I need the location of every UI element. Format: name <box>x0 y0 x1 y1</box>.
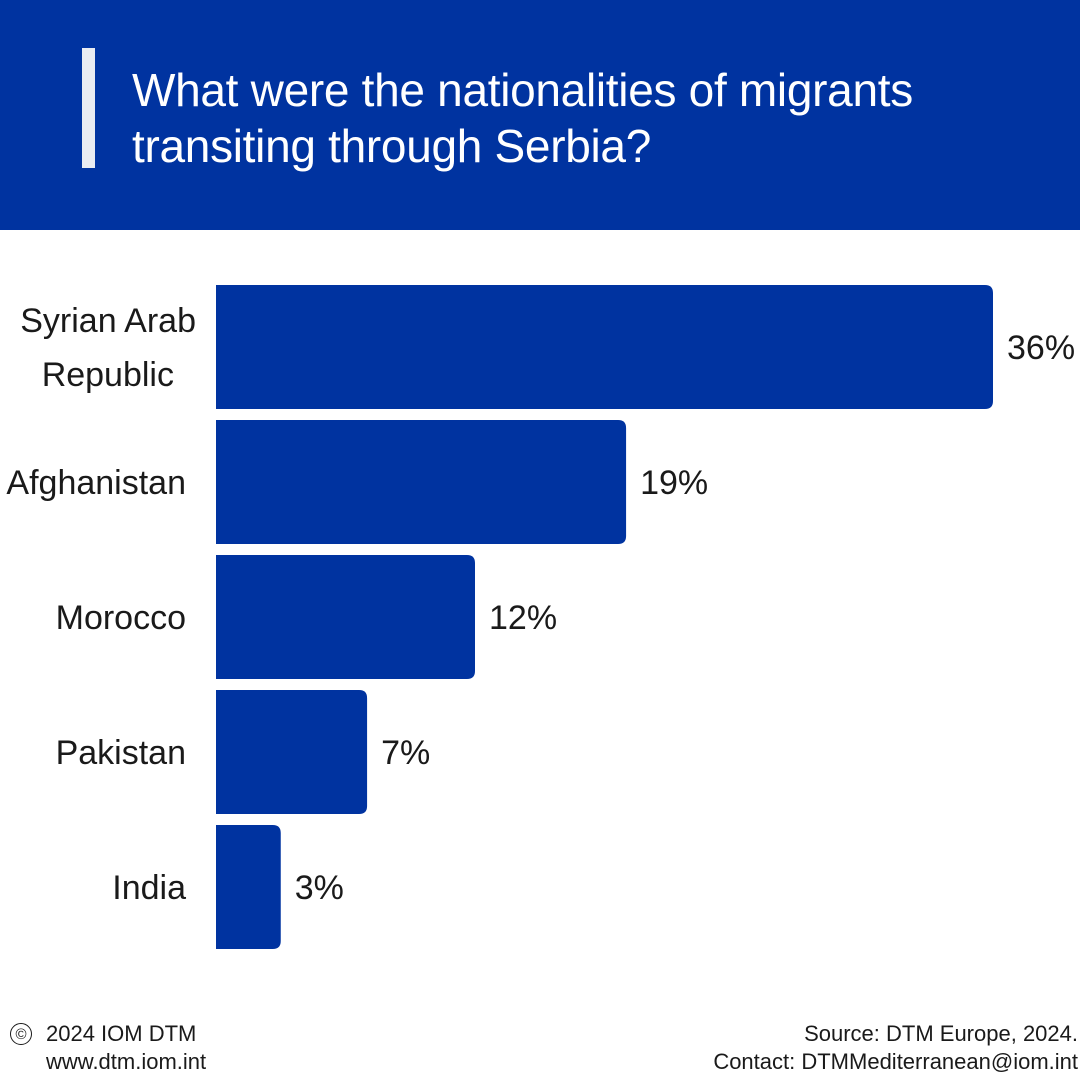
value-label-0: 36% <box>1007 329 1075 367</box>
category-label-2: Morocco <box>56 599 186 637</box>
category-label-0-line-0: Syrian Arab <box>20 302 196 340</box>
category-label-1: Afghanistan <box>6 464 186 502</box>
chart-title-line-1: What were the nationalities of migrants <box>132 64 913 116</box>
category-label-0: Syrian Arab Republic <box>20 302 196 394</box>
chart-title: What were the nationalities of migrants … <box>132 62 1032 174</box>
bar-0 <box>216 285 993 409</box>
category-label-0-line-1: Republic <box>42 356 174 394</box>
footer-right: Source: DTM Europe, 2024. Contact: DTMMe… <box>713 1020 1078 1076</box>
chart-title-line-2: transiting through Serbia? <box>132 120 651 172</box>
value-label-1: 19% <box>640 464 708 502</box>
value-label-3: 7% <box>381 734 430 772</box>
category-label-3-line-0: Pakistan <box>56 734 186 772</box>
bar-1 <box>216 420 627 544</box>
footer-left: © 2024 IOM DTM www.dtm.iom.int <box>10 1020 206 1076</box>
copyright-icon: © <box>10 1023 32 1045</box>
header-banner: What were the nationalities of migrants … <box>0 0 1080 230</box>
value-label-2: 12% <box>489 599 557 637</box>
category-label-3: Pakistan <box>56 734 186 772</box>
bar-2 <box>216 555 475 679</box>
bar-3 <box>216 690 368 814</box>
category-label-2-line-0: Morocco <box>56 599 186 637</box>
category-label-4: India <box>112 869 186 907</box>
source-text: Source: DTM Europe, 2024. <box>804 1021 1078 1046</box>
category-label-1-line-0: Afghanistan <box>6 464 186 502</box>
bar-4 <box>216 825 281 949</box>
category-label-4-line-0: India <box>112 869 186 907</box>
copyright-text: 2024 IOM DTM <box>46 1021 197 1046</box>
header-accent-bar <box>82 48 95 168</box>
bar-chart: Syrian Arab Republic 36% Afghanistan 19% Moro… <box>6 285 1075 949</box>
website-link[interactable]: www.dtm.iom.int <box>46 1049 207 1074</box>
value-label-4: 3% <box>295 869 344 907</box>
contact-text: Contact: DTMMediterranean@iom.int <box>713 1049 1078 1074</box>
